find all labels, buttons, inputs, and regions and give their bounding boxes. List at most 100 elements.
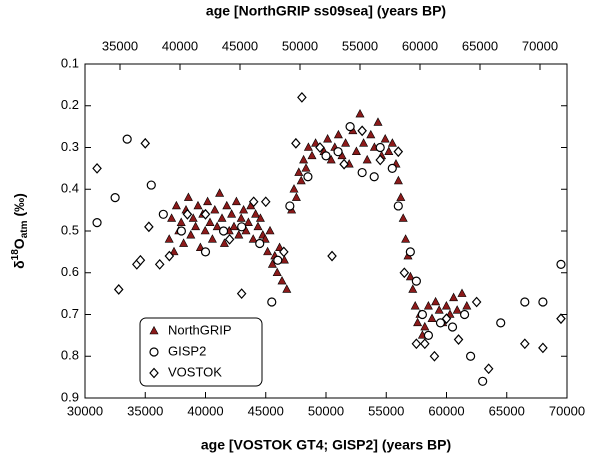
point <box>144 221 154 233</box>
point <box>413 317 423 327</box>
x2-tick-label: 65000 <box>462 38 498 53</box>
y-tick-label: 0.8 <box>61 348 79 363</box>
point <box>279 255 289 264</box>
x-tick-label: 35000 <box>127 403 163 418</box>
point <box>227 209 237 218</box>
point <box>538 297 548 307</box>
point <box>478 376 488 386</box>
point <box>176 217 186 226</box>
point <box>339 158 349 170</box>
point <box>366 129 376 139</box>
point <box>291 192 301 201</box>
point <box>140 137 151 149</box>
point <box>369 172 379 182</box>
point <box>398 213 408 222</box>
point <box>255 238 265 249</box>
point <box>399 267 410 279</box>
point <box>255 213 265 222</box>
point <box>452 305 462 314</box>
point <box>282 284 292 293</box>
point <box>556 259 566 269</box>
point <box>434 305 444 314</box>
point <box>176 226 186 236</box>
point <box>186 230 196 239</box>
y-label-sub: atm <box>19 220 30 238</box>
point <box>217 213 227 222</box>
legend-box <box>139 317 263 387</box>
legend-marker <box>149 367 159 379</box>
point <box>169 246 179 256</box>
point <box>146 180 156 190</box>
point <box>401 234 411 243</box>
point <box>373 117 383 126</box>
point <box>200 247 211 257</box>
point <box>427 313 437 322</box>
point <box>410 301 420 310</box>
y-label-delta: δ <box>11 260 27 269</box>
point <box>267 297 277 307</box>
point <box>355 108 365 118</box>
point <box>333 147 343 157</box>
point <box>435 318 446 328</box>
point <box>311 138 321 147</box>
x-tick-label: 40000 <box>187 403 223 418</box>
point <box>420 338 430 350</box>
point <box>393 146 404 158</box>
point <box>303 142 313 151</box>
point <box>219 238 229 247</box>
point <box>299 154 309 164</box>
point <box>222 200 232 210</box>
point <box>212 221 222 231</box>
y-label-main: O <box>11 238 27 249</box>
point <box>167 213 177 222</box>
point <box>423 301 433 310</box>
point <box>218 226 229 236</box>
x2-tick-label: 40000 <box>162 38 198 53</box>
point <box>411 276 421 286</box>
y-tick-label: 0.9 <box>61 389 79 404</box>
x-tick-label: 65000 <box>489 403 525 418</box>
point <box>205 217 215 226</box>
point <box>520 297 530 307</box>
point <box>380 134 390 143</box>
point <box>466 351 476 361</box>
point <box>393 201 403 211</box>
point <box>326 154 336 164</box>
point <box>188 213 198 222</box>
point <box>457 288 467 297</box>
point <box>291 137 301 149</box>
point <box>384 146 394 155</box>
y-label-unit: (‰) <box>11 193 27 216</box>
point <box>289 184 299 193</box>
point <box>441 313 452 325</box>
x2-tick-label: 45000 <box>222 38 258 53</box>
point <box>265 225 275 235</box>
point <box>538 342 548 354</box>
point <box>441 301 451 310</box>
x-tick-label: 30000 <box>67 403 103 418</box>
point <box>182 208 193 220</box>
point <box>405 271 415 281</box>
point <box>453 334 464 345</box>
x-axis-label: age [VOSTOK GT4; GISP2] (years BP) <box>201 437 451 453</box>
point <box>273 255 283 265</box>
legend-label: VOSTOK <box>168 364 222 379</box>
point <box>231 196 241 206</box>
y-tick-label: 0.5 <box>61 222 79 237</box>
x2-tick-label: 35000 <box>102 38 138 53</box>
point <box>113 284 124 295</box>
point <box>191 221 201 231</box>
point <box>275 242 285 251</box>
point <box>164 234 174 243</box>
point <box>297 91 307 103</box>
point <box>158 209 168 219</box>
point <box>323 134 333 143</box>
point <box>193 200 203 210</box>
legend-marker <box>149 325 159 335</box>
point <box>387 138 397 147</box>
point <box>357 125 367 137</box>
point <box>239 204 249 214</box>
y-tick-label: 0.7 <box>61 306 79 321</box>
point <box>236 288 247 300</box>
